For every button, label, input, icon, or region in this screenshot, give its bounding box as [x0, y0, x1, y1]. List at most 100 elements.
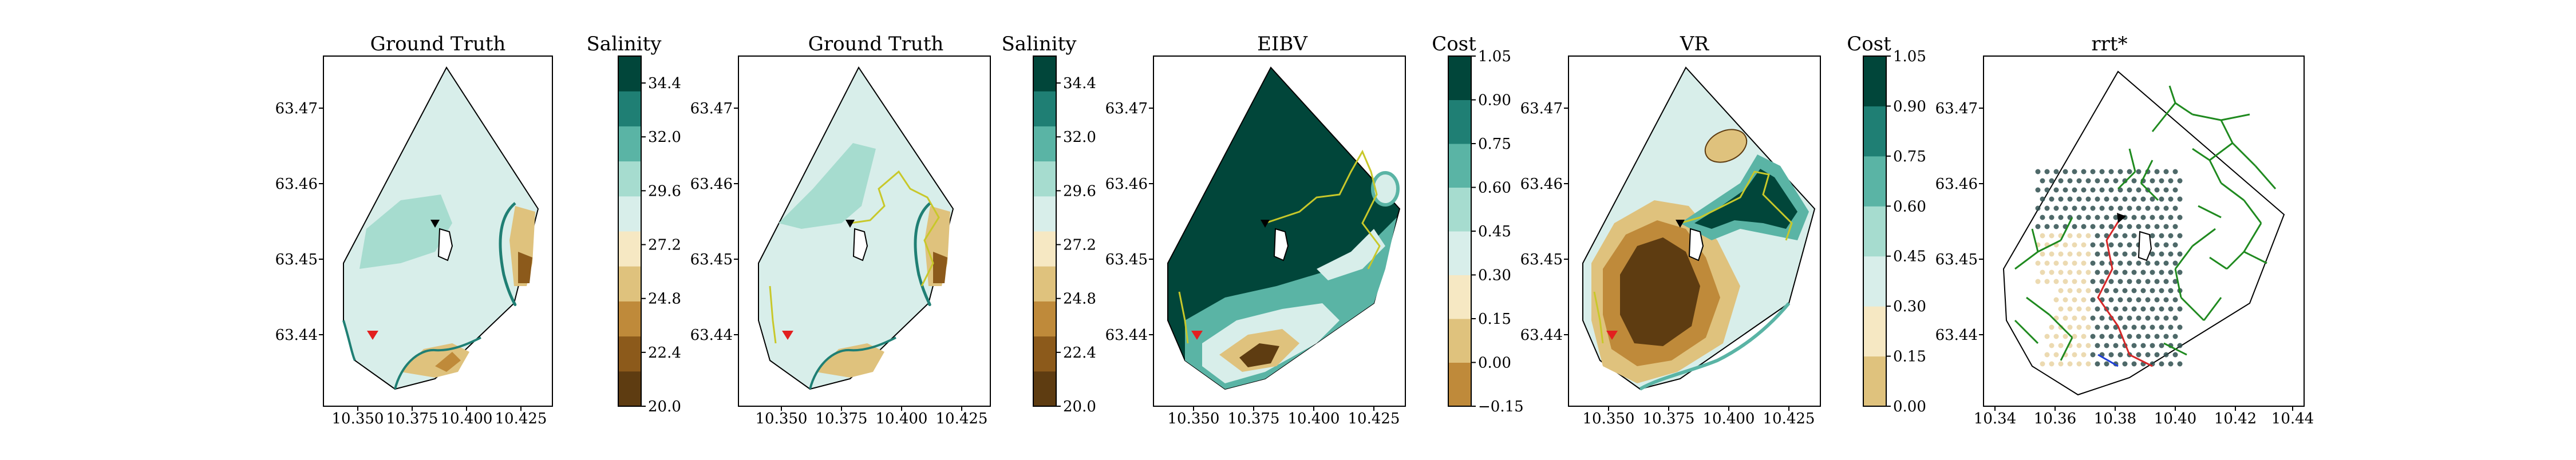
candidate-dot: [2100, 261, 2105, 266]
candidate-dot: [2164, 316, 2169, 321]
colorbar-block: [1863, 256, 1886, 307]
candidate-dot: [2159, 233, 2164, 239]
colorbar-block: [1033, 231, 1056, 267]
candidate-dot: [2072, 298, 2077, 303]
candidate-dot: [2081, 188, 2087, 193]
candidate-dot: [2127, 298, 2132, 303]
colorbar-block: [618, 336, 641, 372]
colorbar-block: [618, 126, 641, 161]
candidate-dot: [2164, 334, 2169, 339]
x-tick-label: 10.350: [756, 410, 808, 427]
candidate-dot: [2049, 325, 2055, 330]
candidate-dot: [2178, 197, 2183, 202]
candidate-dot: [2150, 179, 2155, 184]
candidate-dot: [2054, 188, 2059, 193]
map-area: [738, 56, 990, 406]
candidate-dot: [2100, 279, 2105, 284]
panel-ground-truth-2: Ground Truth 10.350 10.375 10.400 10.425: [690, 33, 1096, 427]
candidate-dot: [2123, 288, 2128, 294]
candidate-dot: [2077, 233, 2082, 239]
y-tick-label: 63.46: [1935, 176, 1978, 193]
candidate-dot: [2113, 252, 2119, 257]
candidate-dot: [2086, 307, 2091, 312]
colorbar-tick-label: 1.05: [1893, 48, 1926, 65]
candidate-dot: [2109, 224, 2114, 229]
candidate-dot: [2045, 224, 2050, 229]
candidate-dot: [2159, 270, 2164, 275]
map-area: [323, 56, 552, 406]
colorbar-block: [1033, 196, 1056, 232]
candidate-dot: [2095, 197, 2100, 202]
candidate-dot: [2164, 298, 2169, 303]
candidate-dot: [2127, 279, 2132, 284]
candidate-dot: [2168, 270, 2174, 275]
colorbar-tick-label: 27.2: [648, 237, 681, 254]
candidate-dot: [2059, 270, 2064, 275]
candidate-dot: [2141, 343, 2146, 348]
candidate-dot: [2063, 206, 2068, 211]
candidate-dot: [2136, 188, 2142, 193]
y-axis: 63.47 63.46 63.45 63.44: [275, 100, 323, 344]
candidate-dot: [2081, 298, 2087, 303]
candidate-dot: [2173, 352, 2178, 358]
candidate-dot: [2118, 316, 2123, 321]
y-tick-label: 63.45: [275, 251, 318, 268]
colorbar-tick-label: 29.6: [1063, 183, 1096, 200]
cost-region-spot: [1373, 173, 1398, 205]
candidate-dot: [2059, 343, 2064, 348]
candidate-dot: [2036, 169, 2041, 175]
candidate-dot: [2059, 307, 2064, 312]
colorbar-label: Cost: [1432, 33, 1476, 55]
candidate-dot: [2118, 224, 2123, 229]
candidate-dot: [2045, 279, 2050, 284]
candidate-dot: [2178, 362, 2183, 367]
candidate-dot: [2159, 288, 2164, 294]
candidate-dot: [2159, 252, 2164, 257]
candidate-dot: [2173, 206, 2178, 211]
candidate-dot: [2164, 352, 2169, 358]
x-tick-label: 10.400: [876, 410, 928, 427]
y-tick-label: 63.46: [1105, 176, 1148, 193]
candidate-dot: [2059, 179, 2064, 184]
candidate-dot: [2063, 243, 2068, 248]
panel-ground-truth-1: Ground Truth 10.350 10.375 10.400 10.425: [275, 33, 681, 427]
colorbar-block: [1033, 161, 1056, 197]
candidate-dot: [2141, 197, 2146, 202]
candidate-dot: [2178, 215, 2183, 220]
candidate-dot: [2123, 325, 2128, 330]
colorbar-block: [618, 301, 641, 336]
candidate-dot: [2068, 362, 2073, 367]
colorbar-tick-label: 0.90: [1893, 98, 1926, 115]
colorbar-block: [1448, 100, 1471, 144]
candidate-dot: [2049, 252, 2055, 257]
candidate-dot: [2100, 188, 2105, 193]
candidate-dot: [2164, 279, 2169, 284]
candidate-dot: [2164, 206, 2169, 211]
candidate-dot: [2132, 197, 2137, 202]
candidate-dot: [2072, 224, 2077, 229]
candidate-dot: [2123, 270, 2128, 275]
y-tick-label: 63.44: [1520, 327, 1563, 344]
candidate-dot: [2118, 261, 2123, 266]
y-tick-label: 63.45: [1105, 251, 1148, 268]
colorbar: Salinity 20.022.424.827.229.632.034.4: [1002, 33, 1096, 415]
candidate-dot: [2068, 270, 2073, 275]
candidate-dot: [2132, 252, 2137, 257]
candidate-dot: [2077, 270, 2082, 275]
candidate-dot: [2136, 334, 2142, 339]
x-axis: 10.350 10.375 10.400 10.425: [1168, 406, 1400, 427]
x-tick-label: 10.42: [2214, 410, 2257, 427]
candidate-dot: [2178, 252, 2183, 257]
candidate-dot: [2132, 343, 2137, 348]
y-tick-label: 63.44: [1105, 327, 1148, 344]
candidate-dot: [2159, 197, 2164, 202]
panel-title: EIBV: [1257, 33, 1308, 55]
candidate-dot: [2132, 179, 2137, 184]
candidate-dot: [2146, 298, 2151, 303]
candidate-dot: [2054, 352, 2059, 358]
y-axis: 63.47 63.46 63.45 63.44: [1520, 100, 1568, 344]
candidate-dot: [2141, 307, 2146, 312]
candidate-dot: [2072, 316, 2077, 321]
colorbar-block: [618, 371, 641, 407]
